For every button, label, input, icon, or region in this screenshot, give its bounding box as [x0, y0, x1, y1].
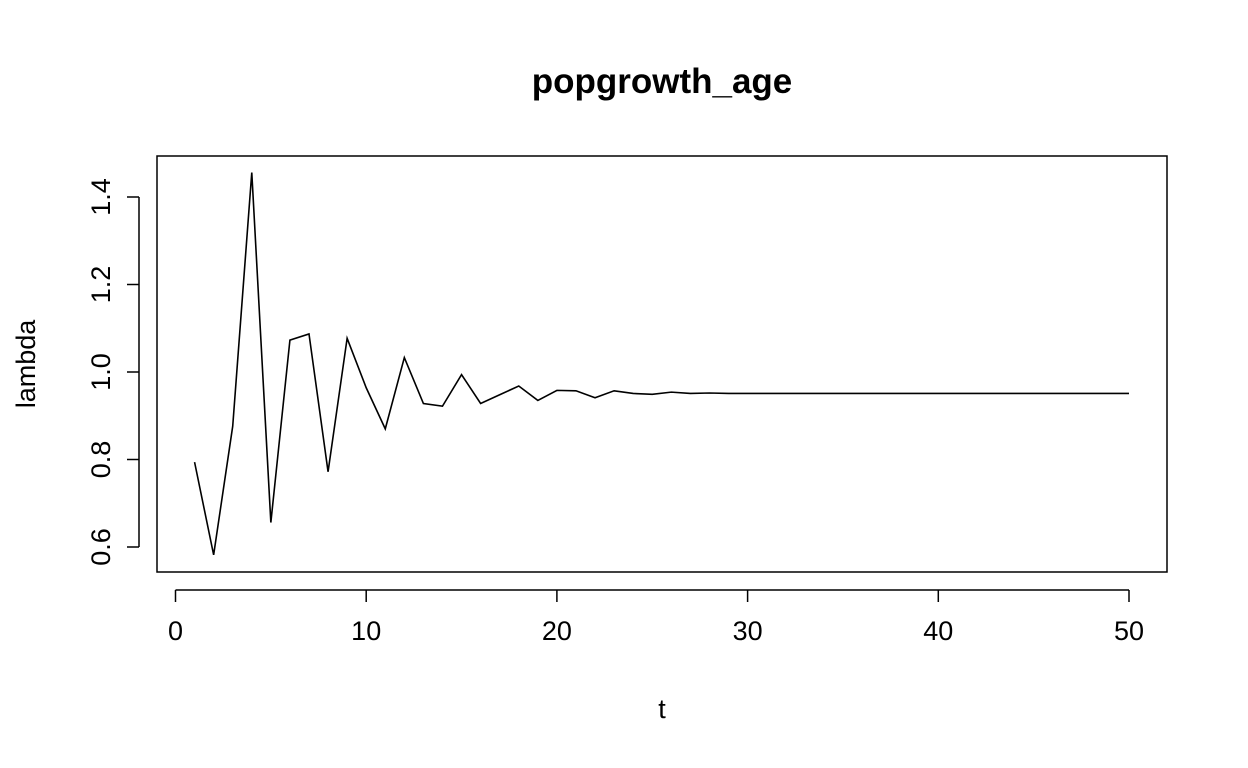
x-axis: 0 10 20 30 40 50	[168, 589, 1144, 646]
x-tick-label: 10	[351, 616, 381, 646]
y-axis: 0.6 0.8 1.0 1.2 1.4	[86, 178, 140, 566]
y-tick-label: 0.6	[86, 528, 116, 566]
y-tick-label: 1.4	[86, 178, 116, 216]
series-line	[193, 172, 1129, 556]
data-series	[193, 172, 1129, 556]
plot-frame	[156, 155, 1168, 573]
x-tick-label: 40	[923, 616, 953, 646]
x-axis-label: t	[658, 694, 666, 724]
y-tick-label: 1.2	[86, 266, 116, 304]
y-axis-label: lambda	[11, 319, 41, 409]
chart-title: popgrowth_age	[532, 62, 793, 101]
y-tick-label: 0.8	[86, 441, 116, 479]
y-tick-label: 1.0	[86, 353, 116, 391]
x-tick-label: 0	[168, 616, 183, 646]
x-tick-label: 50	[1114, 616, 1144, 646]
x-tick-label: 20	[542, 616, 572, 646]
x-tick-label: 30	[733, 616, 763, 646]
